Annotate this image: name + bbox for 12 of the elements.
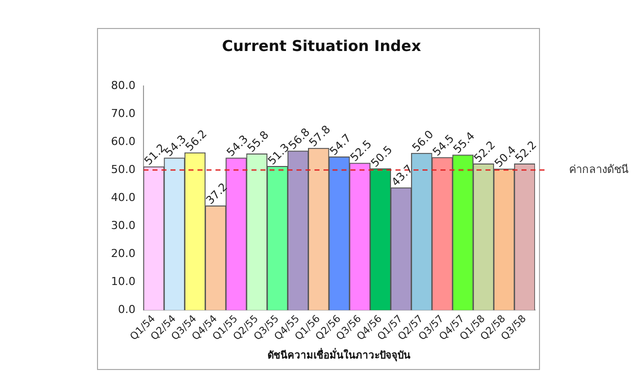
chart-title: Current Situation Index [222, 36, 422, 55]
y-tick-label: 0.0 [118, 302, 136, 316]
y-tick-label: 50.0 [110, 162, 136, 176]
x-axis-title: ดัชนีความเชื่อมั่นในภาวะปัจจุบัน [268, 348, 411, 362]
y-tick-label: 10.0 [110, 274, 136, 288]
y-tick-label: 40.0 [110, 190, 136, 204]
y-tick-label: 20.0 [110, 246, 136, 260]
y-tick-label: 60.0 [110, 134, 136, 148]
y-tick-label: 80.0 [110, 78, 136, 92]
y-tick-label: 30.0 [110, 218, 136, 232]
ref-line-label: ค่ากลางดัชนี [569, 162, 629, 176]
y-tick-label: 70.0 [110, 106, 136, 120]
